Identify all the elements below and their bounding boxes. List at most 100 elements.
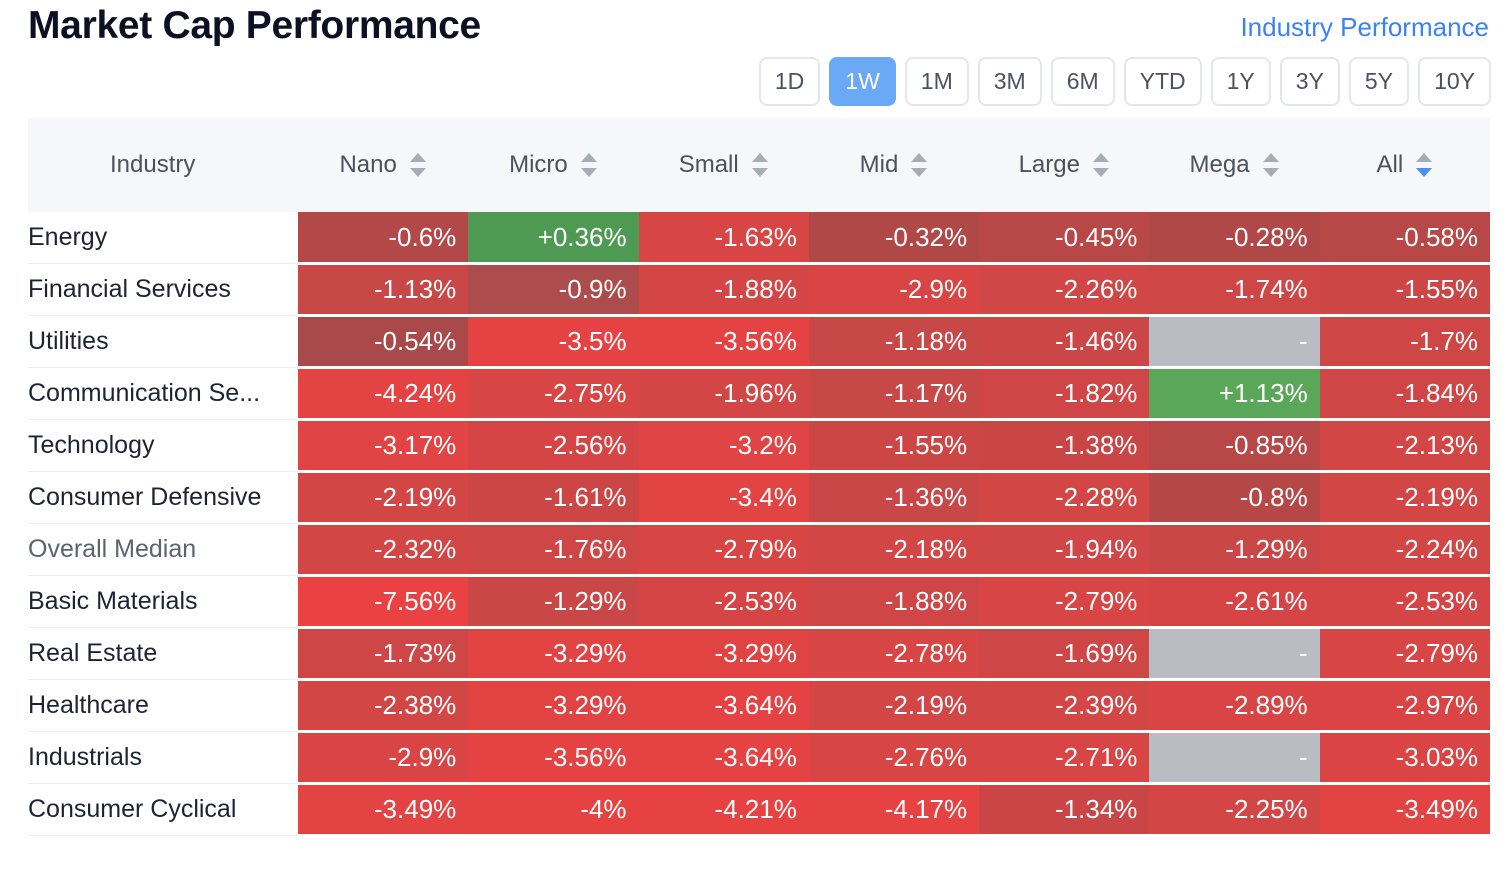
performance-cell: -1.76% — [468, 523, 639, 577]
performance-cell: -2.39% — [979, 679, 1150, 733]
sort-up-arrow — [1416, 153, 1433, 163]
period-selector: 1D 1W 1M 3M 6M YTD 1Y 3Y 5Y 10Y — [758, 57, 1491, 106]
column-header-nano[interactable]: Nano — [298, 118, 469, 212]
performance-cell: -1.69% — [979, 627, 1150, 681]
period-button-10y[interactable]: 10Y — [1418, 57, 1491, 106]
performance-cell: -2.9% — [808, 263, 980, 317]
performance-cell: -3.29% — [468, 679, 639, 733]
industry-name[interactable]: Communication Se... — [28, 367, 298, 420]
table-row: Energy -0.6% +0.36% -1.63% -0.32% -0.45% -0.28… — [28, 212, 1490, 265]
sort-up-arrow — [580, 153, 597, 163]
period-button-3m[interactable]: 3M — [977, 57, 1042, 106]
performance-cell: -2.18% — [808, 523, 980, 577]
industry-name[interactable]: Healthcare — [28, 679, 298, 732]
column-header-label: Micro — [509, 150, 568, 178]
table-row: Real Estate -1.73% -3.29% -3.29% -2.78% -1.69… — [28, 627, 1490, 681]
industry-name[interactable]: Financial Services — [28, 263, 298, 316]
performance-cell: -3.29% — [638, 627, 809, 681]
performance-cell: -1.73% — [298, 627, 469, 681]
sort-down-arrow — [580, 168, 597, 178]
sort-arrows-icon[interactable] — [1415, 151, 1433, 179]
performance-cell: -1.88% — [638, 263, 809, 317]
column-header-large[interactable]: Large — [979, 118, 1150, 212]
performance-cell: -1.96% — [638, 367, 809, 421]
performance-cell: -2.97% — [1319, 679, 1490, 733]
column-header-mid[interactable]: Mid — [808, 118, 980, 212]
column-header-label: Mid — [859, 150, 899, 178]
performance-cell: -2.24% — [1319, 523, 1490, 577]
sort-up-arrow — [751, 153, 768, 163]
industry-name[interactable]: Real Estate — [28, 627, 298, 680]
industry-name[interactable]: Technology — [28, 419, 298, 472]
performance-cell: -1.55% — [1319, 263, 1490, 317]
performance-cell: -3.4% — [638, 471, 809, 525]
industry-name[interactable]: Industrials — [28, 731, 298, 784]
period-button-5y[interactable]: 5Y — [1348, 57, 1410, 106]
performance-cell: - — [1149, 315, 1320, 369]
performance-cell: -1.94% — [979, 523, 1150, 577]
table-row: Consumer Cyclical -3.49% -4% -4.21% -4.17% -1… — [28, 783, 1490, 837]
sort-down-arrow — [1262, 168, 1279, 178]
performance-cell: -2.79% — [979, 575, 1150, 629]
sort-up-arrow — [911, 153, 928, 163]
column-header-all[interactable]: All — [1319, 118, 1490, 212]
performance-cell: -0.54% — [298, 315, 469, 369]
column-header-mega[interactable]: Mega — [1149, 118, 1320, 212]
table-body: Energy -0.6% +0.36% -1.63% -0.32% -0.45% -0.28… — [28, 212, 1490, 837]
column-header-small[interactable]: Small — [638, 118, 809, 212]
performance-cell: -1.82% — [979, 367, 1150, 421]
performance-cell: -3.56% — [468, 731, 639, 785]
period-button-ytd[interactable]: YTD — [1123, 57, 1202, 106]
table-row: Technology -3.17% -2.56% -3.2% -1.55% -1.38% -… — [28, 419, 1490, 473]
performance-cell: -2.53% — [1319, 575, 1490, 629]
table-row: Overall Median -2.32% -1.76% -2.79% -2.18% -1… — [28, 523, 1490, 577]
sort-arrows-icon[interactable] — [409, 151, 427, 179]
column-header-industry: Industry — [28, 118, 298, 212]
sort-down-arrow — [911, 168, 928, 178]
industry-name[interactable]: Consumer Defensive — [28, 471, 298, 524]
performance-cell: -2.79% — [638, 523, 809, 577]
period-button-1y[interactable]: 1Y — [1210, 57, 1271, 106]
sort-arrows-icon[interactable] — [1262, 151, 1280, 179]
performance-cell: -1.34% — [979, 783, 1150, 837]
table-row: Basic Materials -7.56% -1.29% -2.53% -1.88% -… — [28, 575, 1490, 629]
sort-down-arrow — [1416, 168, 1433, 178]
sort-up-arrow — [1092, 153, 1109, 163]
sort-arrows-icon[interactable] — [580, 151, 598, 179]
period-button-6m[interactable]: 6M — [1050, 57, 1115, 106]
performance-cell: -4.17% — [808, 783, 980, 837]
sort-down-arrow — [409, 168, 426, 178]
sort-up-arrow — [1262, 153, 1279, 163]
table-header: Industry Nano Micro Small Mid Large Mega All — [28, 118, 1490, 212]
sort-down-arrow — [751, 168, 768, 178]
column-header-micro[interactable]: Micro — [468, 118, 639, 212]
performance-cell: -3.64% — [638, 679, 809, 733]
performance-cell: -1.18% — [808, 315, 980, 369]
performance-cell: -2.78% — [808, 627, 980, 681]
period-button-1m[interactable]: 1M — [904, 57, 969, 106]
column-header-label: Industry — [110, 151, 196, 178]
period-button-1w[interactable]: 1W — [829, 57, 896, 106]
period-button-1d[interactable]: 1D — [758, 57, 821, 106]
performance-cell: -7.56% — [298, 575, 469, 629]
industry-name[interactable]: Energy — [28, 212, 298, 264]
table-row: Communication Se... -4.24% -2.75% -1.96% -1.… — [28, 367, 1490, 421]
performance-cell: -2.56% — [468, 419, 639, 473]
performance-cell: -2.76% — [808, 731, 980, 785]
performance-cell: -1.55% — [808, 419, 980, 473]
industry-name[interactable]: Consumer Cyclical — [28, 783, 298, 836]
industry-performance-link[interactable]: Industry Performance — [1240, 12, 1489, 42]
performance-cell: -1.84% — [1319, 367, 1490, 421]
performance-cell: -2.19% — [808, 679, 980, 733]
industry-name[interactable]: Utilities — [28, 315, 298, 368]
performance-cell: -0.45% — [979, 212, 1150, 265]
sort-arrows-icon[interactable] — [751, 151, 769, 179]
performance-cell: - — [1149, 627, 1320, 681]
sort-arrows-icon[interactable] — [910, 151, 928, 179]
industry-name[interactable]: Basic Materials — [28, 575, 298, 628]
industry-name[interactable]: Overall Median — [28, 523, 298, 576]
performance-cell: -2.32% — [298, 523, 469, 577]
period-button-3y[interactable]: 3Y — [1279, 57, 1340, 106]
performance-cell: -1.17% — [808, 367, 980, 421]
sort-arrows-icon[interactable] — [1092, 151, 1110, 179]
